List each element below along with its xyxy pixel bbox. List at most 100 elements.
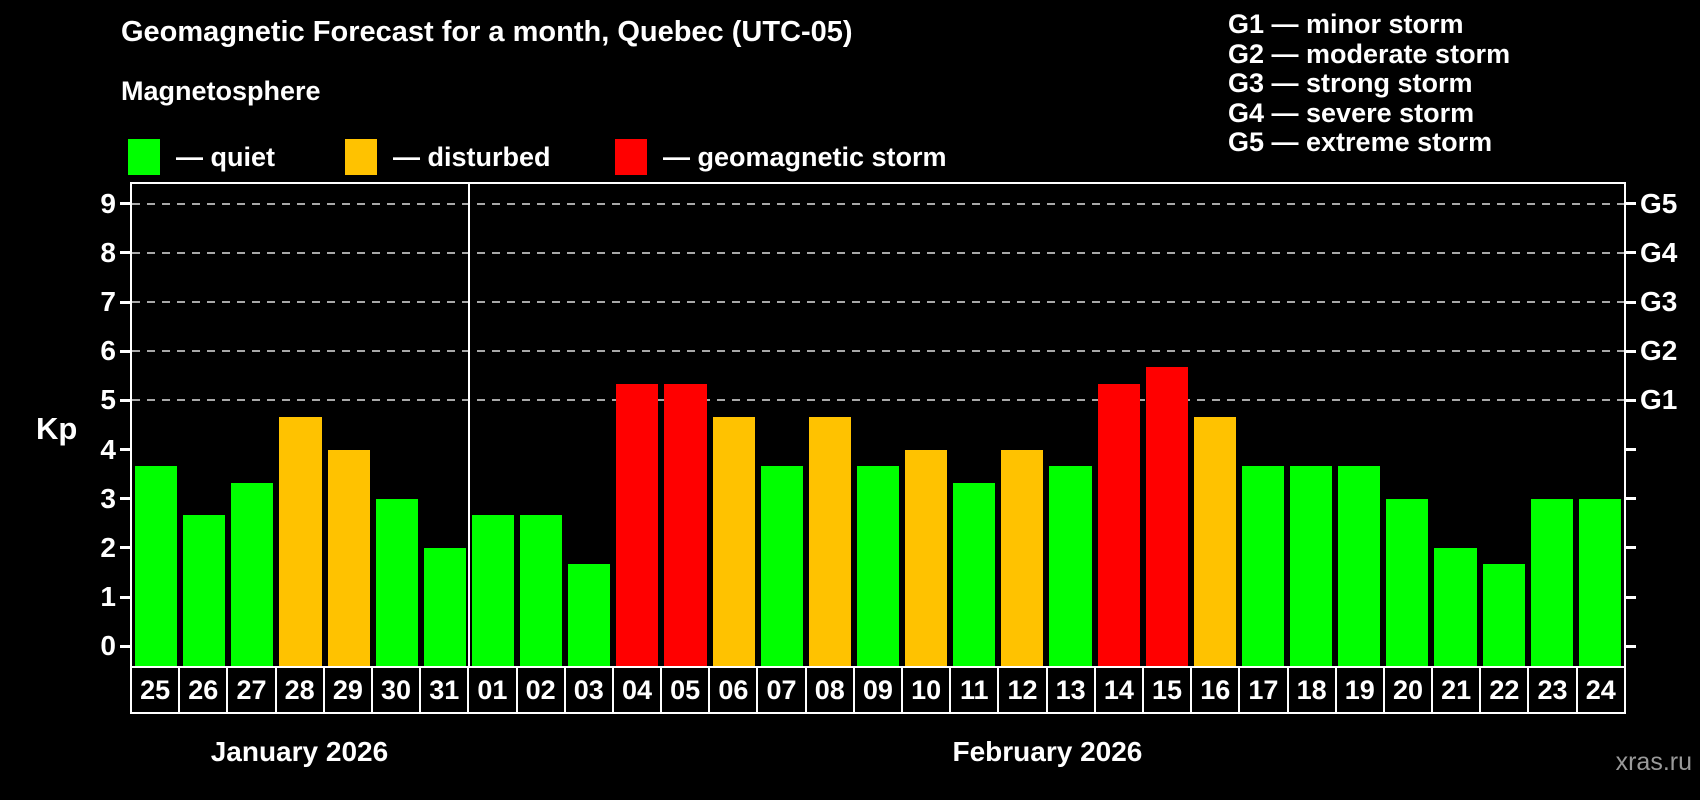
kp-bar-feb-06: [712, 416, 755, 666]
day-cell-06: 06: [708, 666, 759, 714]
y-tick-7: [120, 300, 130, 304]
day-cell-04: 04: [611, 666, 663, 714]
gridline-kp-7: [132, 301, 1624, 304]
g-tick-4: [1626, 448, 1636, 452]
day-labels-row: 25 26 27 28 29 30 31 01 02 03 04 05 06 07 08 09 10 11 12 13…: [130, 666, 1626, 714]
g-tick-0: [1626, 644, 1636, 648]
day-cell-21: 21: [1431, 666, 1482, 714]
kp-bar-feb-05: [664, 384, 707, 666]
day-cell-12: 12: [997, 666, 1048, 714]
g-legend-line-2: G2 — moderate storm: [1228, 38, 1511, 69]
y-tick-label-7: 7: [100, 286, 116, 318]
y-tick-label-9: 9: [100, 187, 116, 219]
day-cell-10: 10: [901, 666, 952, 714]
month-label-january: January 2026: [210, 736, 389, 767]
y-tick-8: [120, 251, 130, 255]
kp-bar-feb-16: [1193, 416, 1236, 666]
kp-bar-feb-12: [1001, 449, 1044, 666]
day-cell-25: 25: [130, 666, 181, 714]
kp-bar-feb-14: [1097, 384, 1140, 666]
kp-bar-feb-22: [1482, 564, 1525, 666]
legend-item-storm: — geomagnetic storm: [615, 137, 947, 177]
day-cell-16: 16: [1190, 666, 1241, 714]
day-cell-01: 01: [467, 666, 518, 714]
day-cell-07: 07: [756, 666, 807, 714]
legend-label-disturbed: — disturbed: [393, 141, 551, 172]
kp-bar-feb-18: [1290, 465, 1333, 666]
day-cell-11: 11: [949, 666, 1000, 714]
day-cell-18: 18: [1286, 666, 1337, 714]
day-cell-17: 17: [1238, 666, 1289, 714]
storm-color-swatch-icon: [615, 139, 647, 175]
y-tick-3: [120, 497, 130, 501]
g-tick-1: [1626, 595, 1636, 599]
plot-area: [130, 182, 1626, 668]
kp-bar-jan-25: [135, 465, 178, 666]
chart-title: Geomagnetic Forecast for a month, Quebec…: [121, 16, 853, 48]
day-cell-02: 02: [515, 666, 566, 714]
day-cell-09: 09: [852, 666, 903, 714]
day-cell-13: 13: [1045, 666, 1096, 714]
y-axis-title: Kp: [36, 411, 78, 446]
kp-bar-feb-15: [1145, 367, 1188, 666]
g-legend-line-3: G3 — strong storm: [1228, 68, 1473, 98]
g-tick-9: [1626, 202, 1636, 206]
y-tick-label-5: 5: [100, 384, 116, 416]
day-cell-24: 24: [1575, 666, 1626, 714]
kp-bar-feb-01: [471, 515, 515, 666]
g-legend-line-5: G5 — extreme storm: [1228, 127, 1493, 157]
kp-bar-feb-13: [1049, 465, 1092, 666]
kp-bar-jan-31: [423, 547, 466, 666]
month-label-february: February 2026: [952, 736, 1143, 767]
legend-item-quiet: — quiet: [128, 137, 275, 177]
g-tick-8: [1626, 251, 1636, 255]
day-cell-15: 15: [1141, 666, 1193, 714]
kp-bar-feb-17: [1241, 465, 1285, 666]
legend-label-quiet: — quiet: [176, 141, 275, 172]
g-legend-line-4: G4 — severe storm: [1228, 97, 1475, 128]
g-tick-5: [1626, 398, 1636, 402]
g-axis-label-g1: G1: [1640, 384, 1678, 416]
kp-bar-feb-19: [1338, 465, 1381, 666]
day-cell-03: 03: [563, 666, 614, 714]
kp-bar-jan-28: [279, 416, 322, 666]
kp-bar-feb-03: [568, 564, 611, 666]
legend-item-disturbed: — disturbed: [345, 137, 551, 177]
gridline-kp-5: [132, 399, 1624, 402]
disturbed-color-swatch-icon: [345, 139, 377, 175]
month-separator-line: [467, 184, 470, 666]
gridline-kp-6: [132, 350, 1624, 353]
g-tick-3: [1626, 497, 1636, 501]
quiet-color-swatch-icon: [128, 139, 160, 175]
kp-bar-feb-20: [1386, 498, 1429, 666]
kp-bar-feb-08: [808, 416, 851, 666]
day-cell-22: 22: [1479, 666, 1530, 714]
y-tick-4: [120, 448, 130, 452]
day-cell-31: 31: [419, 666, 470, 714]
kp-bar-feb-11: [953, 482, 996, 666]
day-cell-19: 19: [1334, 666, 1385, 714]
kp-bar-jan-26: [183, 515, 226, 666]
kp-bar-feb-07: [760, 465, 803, 666]
legend-label-storm: — geomagnetic storm: [663, 141, 947, 172]
day-cell-14: 14: [1093, 666, 1144, 714]
kp-bar-feb-10: [905, 449, 948, 666]
kp-bar-jan-29: [327, 449, 370, 666]
watermark: xras.ru: [1615, 748, 1692, 776]
y-tick-6: [120, 349, 130, 353]
y-tick-label-8: 8: [100, 236, 116, 268]
kp-bar-jan-30: [375, 498, 418, 666]
kp-bar-feb-24: [1578, 498, 1621, 666]
day-cell-30: 30: [370, 666, 422, 714]
g-axis-label-g3: G3: [1640, 286, 1678, 318]
g-axis-label-g4: G4: [1640, 236, 1678, 268]
kp-bar-feb-02: [520, 515, 563, 666]
kp-bar-feb-23: [1530, 498, 1573, 666]
chart-subtitle: Magnetosphere: [121, 76, 321, 106]
gridline-kp-9: [132, 202, 1624, 205]
y-tick-1: [120, 595, 130, 599]
y-tick-label-6: 6: [100, 335, 116, 367]
day-cell-05: 05: [660, 666, 711, 714]
y-tick-9: [120, 202, 130, 206]
